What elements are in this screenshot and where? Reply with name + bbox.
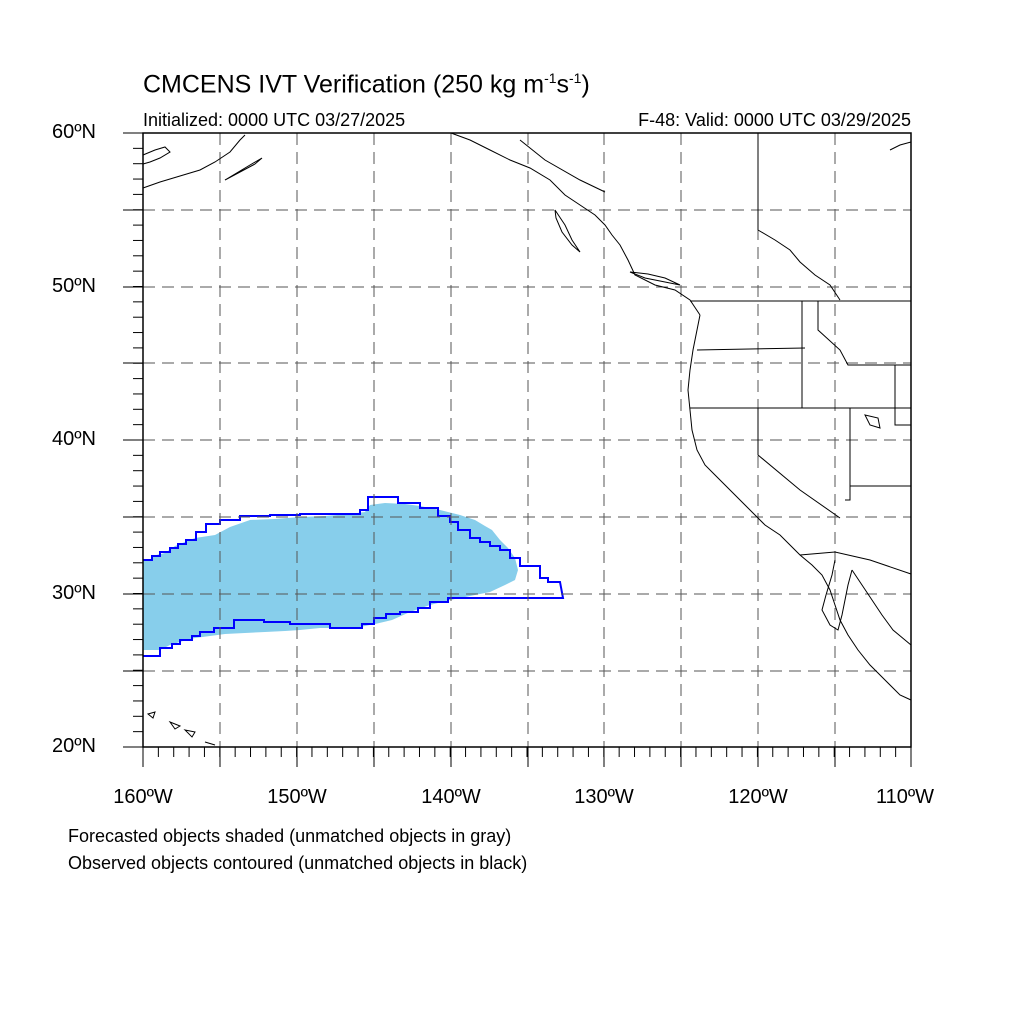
lat-label-60: 60ºN — [52, 121, 96, 143]
map-title: CMCENS IVT Verification (250 kg m-1s-1) — [143, 70, 590, 99]
gridlines — [143, 133, 911, 747]
lat-label-50: 50ºN — [52, 275, 96, 297]
initialized-time: Initialized: 0000 UTC 03/27/2025 — [143, 110, 406, 130]
tick-marks — [123, 132, 912, 767]
lon-label-150w: 150ºW — [267, 786, 327, 808]
lon-label-120w: 120ºW — [728, 786, 788, 808]
lat-label-30: 30ºN — [52, 582, 96, 604]
lon-label-110w: 110ºW — [875, 786, 935, 808]
lat-label-20: 20ºN — [52, 735, 96, 757]
forecast-object — [143, 503, 518, 650]
lon-label-160w: 160ºW — [113, 786, 173, 808]
valid-time: F-48: Valid: 0000 UTC 03/29/2025 — [638, 110, 911, 130]
note-observed: Observed objects contoured (unmatched ob… — [68, 853, 528, 873]
lon-label-130w: 130ºW — [574, 786, 634, 808]
coastlines — [142, 132, 912, 746]
lat-label-40: 40ºN — [52, 428, 96, 450]
lon-label-140w: 140ºW — [421, 786, 481, 808]
observed-contour — [143, 496, 565, 657]
note-forecast: Forecasted objects shaded (unmatched obj… — [68, 826, 512, 846]
minor-ticks — [133, 132, 912, 757]
